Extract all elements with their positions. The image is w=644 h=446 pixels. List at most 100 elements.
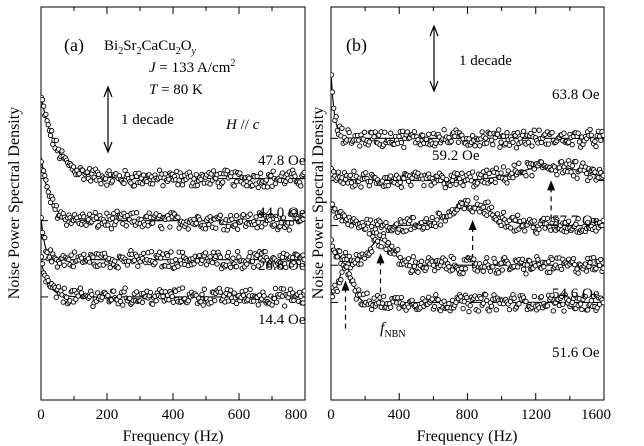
fit-line-44-0-Oe xyxy=(41,157,305,222)
data-point xyxy=(146,210,152,216)
data-point xyxy=(335,169,342,175)
data-point xyxy=(55,284,62,290)
data-point xyxy=(162,171,168,177)
data-point xyxy=(405,304,412,310)
data-point xyxy=(442,257,448,263)
data-point xyxy=(600,132,604,138)
data-point xyxy=(342,249,349,256)
data-point xyxy=(363,226,369,232)
data-point xyxy=(494,131,501,137)
x-axis-label-b: Frequency (Hz) xyxy=(417,428,518,445)
data-point xyxy=(592,138,598,145)
data-point xyxy=(519,256,526,262)
data-point xyxy=(600,172,604,179)
data-point xyxy=(231,290,237,296)
data-point xyxy=(572,261,578,268)
data-point xyxy=(544,303,551,309)
curve-label-a-2: 44.0 Oe xyxy=(258,205,306,221)
data-point xyxy=(133,289,140,295)
data-point xyxy=(458,294,464,300)
data-point xyxy=(549,256,555,263)
data-point xyxy=(301,212,305,219)
data-point xyxy=(259,224,265,230)
x-tick-label-b-1: 0 xyxy=(327,407,335,423)
data-point xyxy=(105,222,111,228)
data-point xyxy=(516,160,522,166)
data-point xyxy=(251,298,257,304)
panel-a: (a) Bi2Sr2CaCu2Oy J = 133 A/cm2 T = 80 K… xyxy=(37,6,307,445)
data-point xyxy=(243,287,249,294)
curve-label-b-4: 54.6 Oe xyxy=(552,286,600,302)
data-point xyxy=(441,127,447,133)
data-point xyxy=(583,170,590,177)
data-point xyxy=(133,210,140,216)
data-point xyxy=(234,226,241,232)
data-point xyxy=(121,180,127,187)
data-point xyxy=(558,159,565,165)
data-point xyxy=(232,222,238,228)
data-point xyxy=(453,299,459,306)
data-point xyxy=(179,182,186,188)
data-point xyxy=(523,298,529,305)
data-point xyxy=(460,270,466,276)
data-point xyxy=(217,212,224,218)
data-point xyxy=(442,185,448,191)
data-point xyxy=(53,137,59,144)
data-point xyxy=(176,225,182,231)
data-point xyxy=(175,182,181,188)
data-point xyxy=(270,168,276,174)
data-point xyxy=(407,263,413,269)
data-point xyxy=(575,130,581,136)
data-point xyxy=(599,222,604,229)
data-point xyxy=(367,217,374,223)
data-point xyxy=(233,178,240,185)
data-point xyxy=(255,263,261,269)
data-point xyxy=(579,306,585,313)
data-point xyxy=(213,225,219,231)
data-point xyxy=(515,212,521,218)
data-point xyxy=(41,215,44,221)
data-point xyxy=(339,125,345,131)
data-point xyxy=(536,127,542,133)
data-point xyxy=(43,111,49,118)
data-point xyxy=(246,175,252,181)
data-point xyxy=(452,133,458,139)
data-point xyxy=(98,181,104,187)
data-point xyxy=(41,229,46,236)
data-point xyxy=(429,214,435,221)
panel-a-data xyxy=(41,94,305,310)
data-point xyxy=(81,176,87,182)
data-point xyxy=(367,178,374,185)
data-point xyxy=(276,259,282,265)
data-point xyxy=(409,268,415,274)
data-point xyxy=(459,170,465,176)
data-point xyxy=(585,307,591,313)
data-point xyxy=(292,173,298,179)
data-point xyxy=(500,209,507,215)
data-point xyxy=(249,258,256,264)
data-point xyxy=(591,254,597,261)
data-point xyxy=(398,294,405,301)
data-point xyxy=(575,216,581,222)
data-point xyxy=(301,288,305,294)
data-point xyxy=(254,173,260,180)
data-point xyxy=(206,221,212,228)
data-point xyxy=(471,256,477,262)
data-point xyxy=(283,264,289,271)
data-point xyxy=(566,218,572,224)
data-point xyxy=(529,173,535,179)
data-point xyxy=(70,263,77,270)
data-point xyxy=(576,139,583,145)
data-point xyxy=(115,265,121,271)
data-point xyxy=(600,265,604,271)
data-point xyxy=(598,137,604,143)
data-point xyxy=(139,299,146,306)
data-point xyxy=(140,250,147,257)
data-point xyxy=(600,299,604,306)
data-point xyxy=(480,204,486,210)
data-point xyxy=(385,182,391,189)
data-point xyxy=(570,255,577,262)
data-point xyxy=(225,249,232,256)
data-point xyxy=(147,289,154,296)
data-point xyxy=(44,184,50,190)
